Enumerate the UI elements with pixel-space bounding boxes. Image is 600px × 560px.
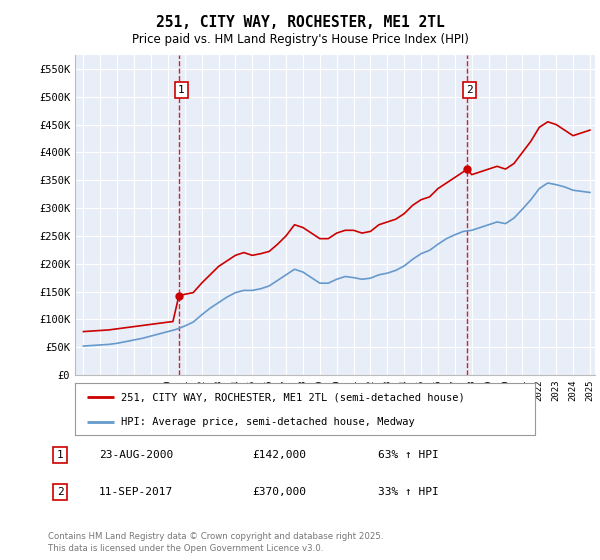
Text: 1: 1 (178, 85, 185, 95)
Text: 11-SEP-2017: 11-SEP-2017 (99, 487, 173, 497)
Text: Contains HM Land Registry data © Crown copyright and database right 2025.
This d: Contains HM Land Registry data © Crown c… (48, 533, 383, 553)
Text: £142,000: £142,000 (252, 450, 306, 460)
Text: 63% ↑ HPI: 63% ↑ HPI (378, 450, 439, 460)
Text: 251, CITY WAY, ROCHESTER, ME1 2TL: 251, CITY WAY, ROCHESTER, ME1 2TL (155, 15, 445, 30)
Text: 23-AUG-2000: 23-AUG-2000 (99, 450, 173, 460)
Text: Price paid vs. HM Land Registry's House Price Index (HPI): Price paid vs. HM Land Registry's House … (131, 33, 469, 46)
Text: 251, CITY WAY, ROCHESTER, ME1 2TL (semi-detached house): 251, CITY WAY, ROCHESTER, ME1 2TL (semi-… (121, 392, 465, 402)
Text: 2: 2 (466, 85, 473, 95)
Text: 2: 2 (56, 487, 64, 497)
Text: £370,000: £370,000 (252, 487, 306, 497)
Text: 33% ↑ HPI: 33% ↑ HPI (378, 487, 439, 497)
Text: 1: 1 (56, 450, 64, 460)
Text: HPI: Average price, semi-detached house, Medway: HPI: Average price, semi-detached house,… (121, 417, 415, 427)
